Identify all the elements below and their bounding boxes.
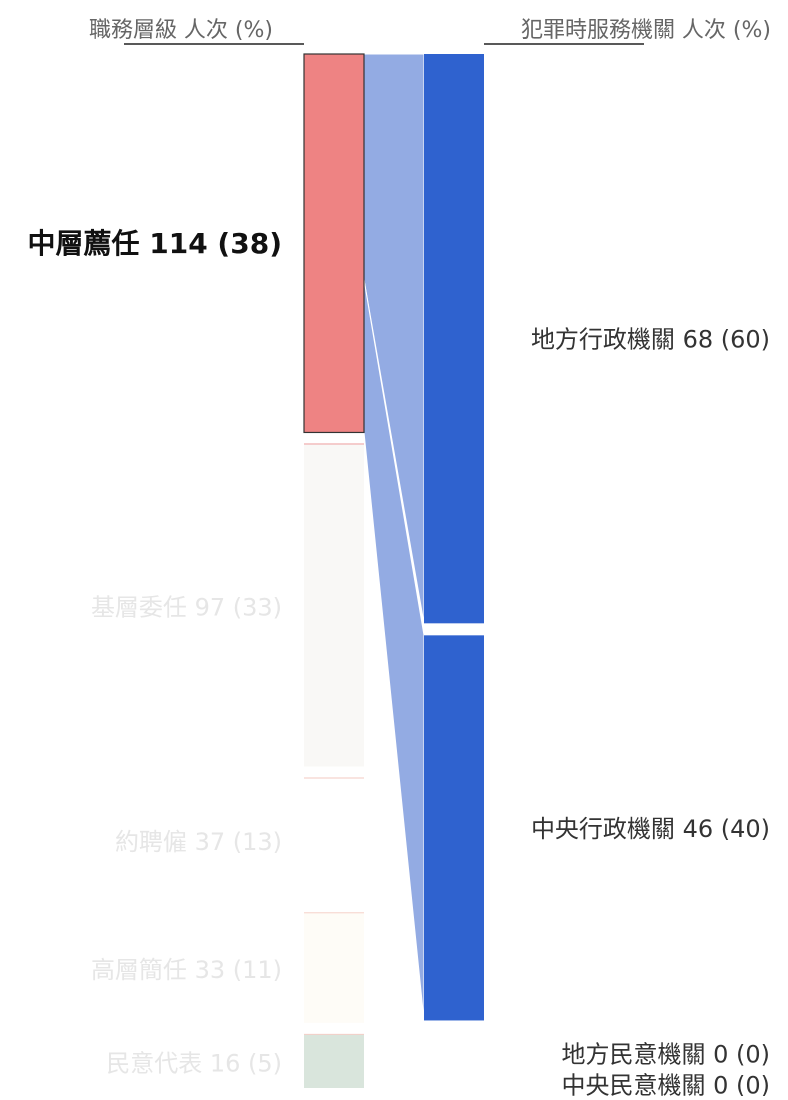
target-label-1: 地方行政機關 68 (60) bbox=[531, 326, 770, 354]
source-node-1[interactable] bbox=[303, 53, 365, 434]
right-column-header: 犯罪時服務機關 人次 (%) bbox=[521, 18, 771, 43]
source-node-3[interactable] bbox=[304, 778, 364, 902]
source-label-4: 高層簡任 33 (11) bbox=[91, 956, 282, 984]
target-label-3: 地方民意機關 0 (0) bbox=[561, 1040, 770, 1068]
target-node-2[interactable] bbox=[424, 635, 484, 1021]
target-labels: 地方行政機關 68 (60) 中央行政機關 46 (40) 地方民意機關 0 (0)… bbox=[531, 326, 770, 1100]
source-labels: 中層薦任 114 (38) 基層委任 97 (33) 約聘僱 37 (13) 高層簡任… bbox=[27, 227, 282, 1077]
source-node-4[interactable] bbox=[304, 913, 364, 1023]
source-node-2[interactable] bbox=[304, 444, 364, 767]
source-label-2: 基層委任 97 (33) bbox=[91, 593, 282, 621]
target-nodes bbox=[424, 54, 484, 1021]
source-node-5[interactable] bbox=[304, 1034, 364, 1088]
source-label-1: 中層薦任 114 (38) bbox=[27, 227, 282, 260]
target-label-2: 中央行政機關 46 (40) bbox=[531, 815, 770, 843]
left-column-header: 職務層級 人次 (%) bbox=[89, 18, 273, 43]
source-nodes bbox=[303, 53, 365, 1088]
flows-layer bbox=[363, 53, 425, 1021]
source-label-3: 約聘僱 37 (13) bbox=[115, 828, 282, 856]
target-label-4: 中央民意機關 0 (0) bbox=[561, 1071, 770, 1096]
target-node-1[interactable] bbox=[424, 54, 484, 624]
source-label-5: 民意代表 16 (5) bbox=[106, 1049, 282, 1077]
